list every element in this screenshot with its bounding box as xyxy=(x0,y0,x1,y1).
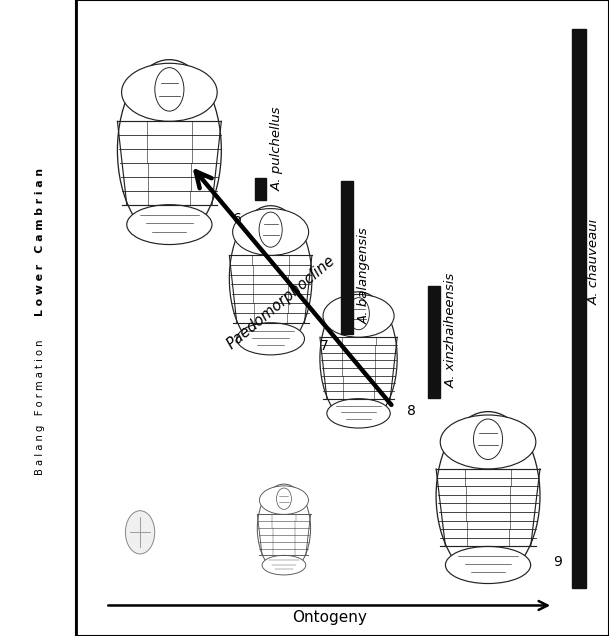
Text: Paedomorphocline: Paedomorphocline xyxy=(224,252,339,352)
Text: L o w e r   C a m b r i a n: L o w e r C a m b r i a n xyxy=(35,168,44,315)
Bar xyxy=(255,178,266,200)
Text: 6: 6 xyxy=(233,212,242,226)
Text: Ontogeny: Ontogeny xyxy=(292,609,367,625)
Ellipse shape xyxy=(445,546,530,584)
Ellipse shape xyxy=(259,486,309,515)
Ellipse shape xyxy=(122,63,217,121)
Text: A. pulchellus: A. pulchellus xyxy=(270,106,284,191)
Text: 9: 9 xyxy=(553,555,562,569)
Text: A. xinzhaiheensis: A. xinzhaiheensis xyxy=(445,273,457,388)
Ellipse shape xyxy=(262,555,306,575)
Ellipse shape xyxy=(233,209,309,256)
Ellipse shape xyxy=(327,399,390,428)
Text: A. chauveaui: A. chauveaui xyxy=(588,219,600,305)
Text: A. balangensis: A. balangensis xyxy=(357,228,370,324)
Ellipse shape xyxy=(237,322,304,355)
Text: 7: 7 xyxy=(320,339,329,353)
Ellipse shape xyxy=(259,212,282,247)
Ellipse shape xyxy=(155,67,184,111)
Text: B a l a n g   F o r m a t i o n: B a l a n g F o r m a t i o n xyxy=(35,339,44,475)
Ellipse shape xyxy=(276,488,291,509)
Ellipse shape xyxy=(125,511,155,554)
Ellipse shape xyxy=(348,298,370,329)
Text: 8: 8 xyxy=(407,404,415,418)
Ellipse shape xyxy=(323,294,394,337)
Bar xyxy=(428,286,440,398)
Ellipse shape xyxy=(473,419,502,459)
Ellipse shape xyxy=(127,205,212,244)
Bar xyxy=(572,29,585,588)
Ellipse shape xyxy=(440,415,536,469)
Bar xyxy=(341,181,353,334)
